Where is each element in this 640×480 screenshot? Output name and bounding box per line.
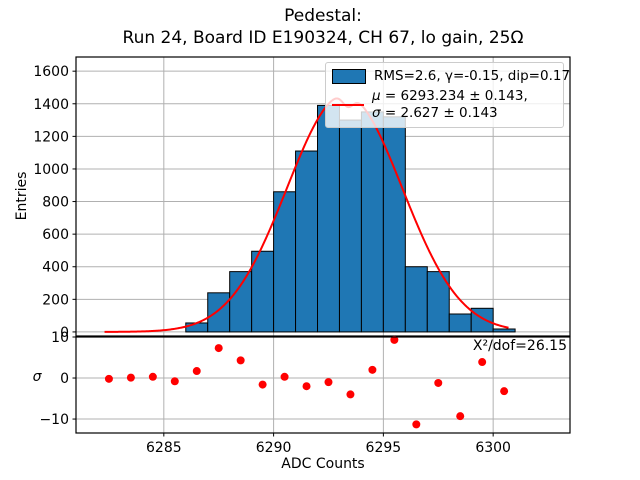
fit-curve (104, 97, 509, 333)
residual-dot (148, 372, 157, 381)
residual-dot (302, 382, 311, 391)
chart-title: Pedestal: Run 24, Board ID E190324, CH 6… (76, 5, 570, 49)
histogram-bar (295, 150, 319, 333)
histogram-bar (426, 271, 450, 333)
histogram-bar (338, 119, 362, 333)
residual-dot (104, 374, 113, 383)
x-tick-label: 6290 (256, 440, 292, 456)
x-tick-label: 6300 (475, 440, 511, 456)
main-y-axis-label: Entries (14, 171, 30, 221)
residual-dot (456, 412, 465, 421)
x-tick-label: 6295 (366, 440, 402, 456)
fit-line-swatch-icon (332, 104, 364, 106)
legend-fit-sigma-line: σ = 2.627 ± 0.143 (372, 105, 528, 122)
residual-dot (500, 387, 509, 396)
residual-dot (346, 390, 355, 399)
histogram-bar (317, 104, 340, 333)
main-y-tick-label: 400 (42, 260, 69, 276)
mu-value: = 6293.234 ± 0.143, (380, 88, 528, 104)
residual-dot (412, 420, 421, 429)
legend-box: RMS=2.6, γ=-0.15, dip=0.17 μ = 6293.234 … (325, 62, 570, 128)
legend-entry-histogram: RMS=2.6, γ=-0.15, dip=0.17 (332, 68, 570, 84)
residual-dot (214, 344, 223, 353)
sigma-tick-label: 0 (60, 371, 69, 387)
main-y-tick-label: 800 (42, 195, 69, 211)
histogram-bar (492, 328, 516, 333)
residual-dot (258, 380, 267, 389)
sigma-value: = 2.627 ± 0.143 (380, 105, 498, 121)
residual-dot (126, 373, 135, 382)
residual-dot (368, 365, 377, 374)
main-y-tick-label: 600 (42, 227, 69, 243)
residual-dot (390, 335, 399, 344)
residual-axes-background (76, 337, 570, 433)
residual-dot (236, 356, 245, 365)
legend-entry-histogram-label: RMS=2.6, γ=-0.15, dip=0.17 (374, 68, 571, 84)
x-axis-label: ADC Counts (281, 456, 365, 472)
main-y-tick-label: 1200 (33, 129, 69, 145)
histogram-bar (229, 271, 253, 333)
mu-symbol: μ (372, 88, 381, 104)
residual-dot (170, 377, 179, 386)
sigma-tick-label: −10 (39, 412, 69, 428)
histogram-bar (251, 250, 275, 333)
chart-title-line2: Run 24, Board ID E190324, CH 67, lo gain… (122, 28, 524, 48)
main-y-tick-label: 0 (60, 325, 69, 341)
sigma-symbol: σ (372, 105, 381, 121)
histogram-bar (207, 292, 231, 333)
histogram-bar (185, 322, 209, 333)
legend-fit-mu-line: μ = 6293.234 ± 0.143, (372, 88, 528, 105)
chart-title-line1: Pedestal: (284, 6, 362, 26)
residual-dot (192, 367, 201, 376)
histogram-swatch-icon (332, 68, 366, 84)
histogram-bar (360, 111, 384, 333)
residual-y-axis-label: σ (32, 369, 42, 385)
legend-entry-fit: μ = 6293.234 ± 0.143, σ = 2.627 ± 0.143 (332, 88, 557, 122)
sigma-tick-label: 10 (51, 330, 69, 346)
legend-entry-fit-label: μ = 6293.234 ± 0.143, σ = 2.627 ± 0.143 (372, 88, 528, 122)
x-tick-label: 6285 (146, 440, 182, 456)
chi2-annotation: X²/dof=26.15 (472, 338, 567, 354)
residual-axes: 10 0 −10 6285 6290 6295 6300 (39, 330, 571, 456)
main-y-tick-label: 200 (42, 292, 69, 308)
residual-axes-spines (75, 336, 571, 434)
main-y-tick-label: 1000 (33, 162, 69, 178)
residual-dot (478, 358, 487, 367)
histogram-bar (448, 313, 472, 333)
histogram-bar (470, 307, 494, 333)
histogram-bar (404, 266, 428, 333)
main-axes-spines (75, 56, 571, 337)
residual-dot (324, 378, 333, 387)
residual-dot (434, 378, 443, 387)
main-y-tick-label: 1400 (33, 97, 69, 113)
main-y-tick-label: 1600 (33, 64, 69, 80)
residual-dot (280, 372, 289, 381)
